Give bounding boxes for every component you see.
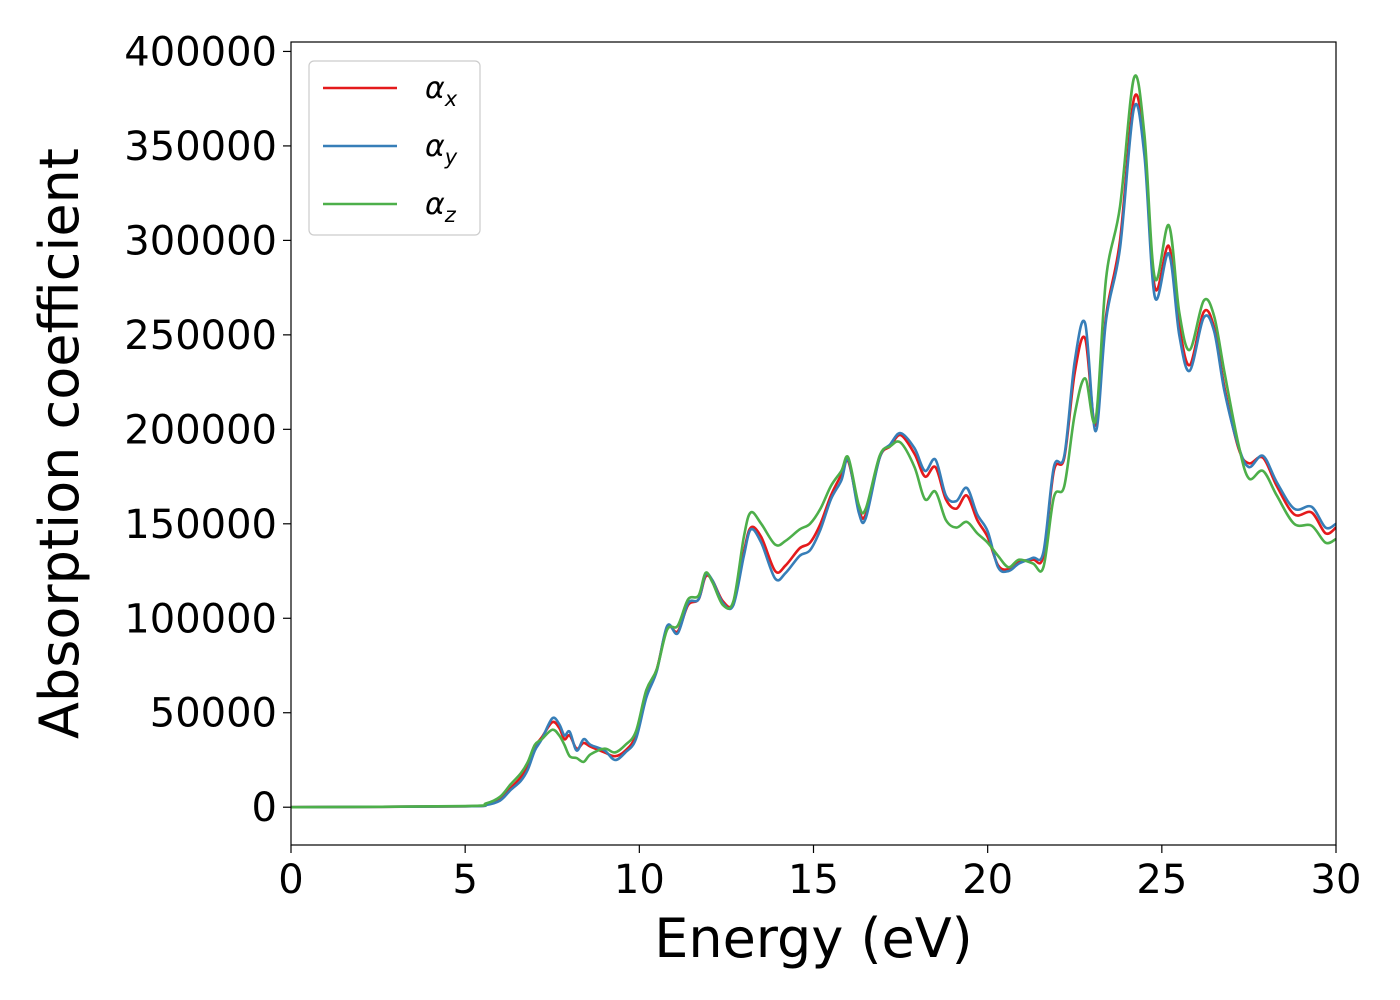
y-tick-label: 200000 xyxy=(124,407,277,453)
legend-label-x: αx xyxy=(425,71,458,111)
plot-lines xyxy=(291,74,1336,809)
y-tick-label: 250000 xyxy=(124,313,277,359)
legend-subscript: z xyxy=(444,203,457,227)
y-tick-label: 400000 xyxy=(124,29,277,75)
y-tick-label: 150000 xyxy=(124,502,277,548)
y-tick-label: 350000 xyxy=(124,124,277,170)
y-axis-title: Absorption coefficient xyxy=(28,148,91,739)
legend-symbol: α xyxy=(425,187,445,222)
x-axis-ticks: 0 5 10 15 20 25 30 xyxy=(278,845,1361,903)
legend-subscript: y xyxy=(444,145,458,169)
y-tick-label: 50000 xyxy=(150,691,277,737)
legend-box xyxy=(308,60,481,236)
x-tick-label: 30 xyxy=(1311,857,1362,903)
x-tick-label: 5 xyxy=(452,857,477,903)
y-axis-ticks: 0 50000 100000 150000 200000 250000 300000 3500… xyxy=(124,29,291,831)
x-tick-label: 15 xyxy=(788,857,839,903)
legend-label-z: αz xyxy=(425,187,457,227)
x-tick-label: 20 xyxy=(962,857,1013,903)
y-tick-label: 0 xyxy=(252,785,277,831)
x-tick-label: 25 xyxy=(1136,857,1187,903)
y-tick-label: 300000 xyxy=(124,218,277,264)
series-line-y xyxy=(291,102,1336,809)
x-axis-title: Energy (eV) xyxy=(654,907,973,970)
legend-subscript: x xyxy=(444,87,458,111)
legend-symbol: α xyxy=(425,71,445,106)
y-tick-label: 100000 xyxy=(124,596,277,642)
series-line-z xyxy=(291,74,1336,809)
x-tick-label: 10 xyxy=(614,857,665,903)
x-tick-label: 0 xyxy=(278,857,303,903)
legend-symbol: α xyxy=(425,129,445,164)
legend-label-y: αy xyxy=(425,129,458,169)
